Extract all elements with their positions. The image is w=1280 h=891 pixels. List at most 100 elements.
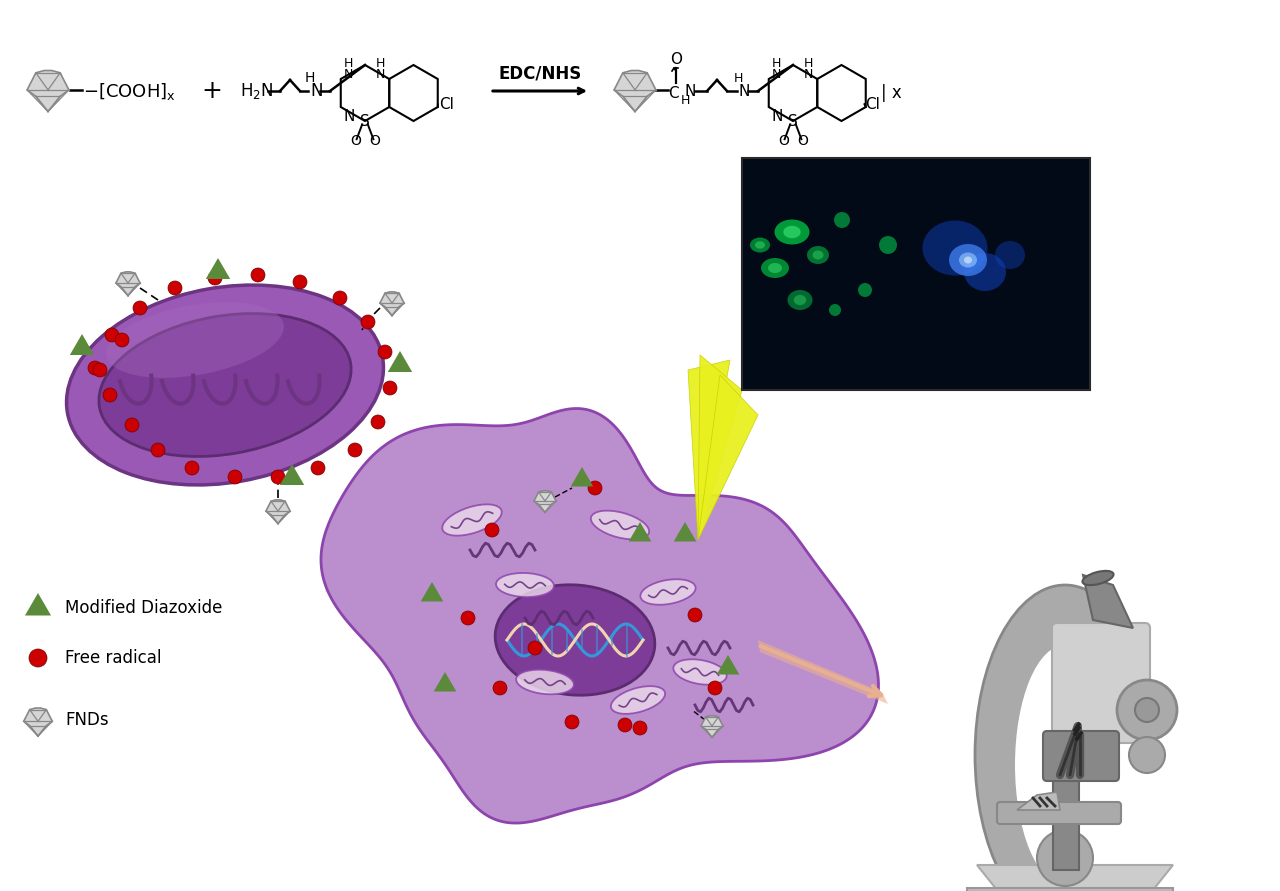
Text: $\mathdefault{-}$[COOH]$_{\mathdefault{x}}$: $\mathdefault{-}$[COOH]$_{\mathdefault{x… xyxy=(83,80,175,102)
Polygon shape xyxy=(24,708,52,736)
Ellipse shape xyxy=(1015,645,1115,885)
Ellipse shape xyxy=(106,302,284,378)
Circle shape xyxy=(133,301,147,315)
Circle shape xyxy=(634,721,646,735)
Text: H
N: H N xyxy=(343,57,353,81)
Text: +: + xyxy=(201,79,223,103)
Polygon shape xyxy=(758,640,888,704)
Circle shape xyxy=(879,236,897,254)
Circle shape xyxy=(1135,698,1158,722)
Circle shape xyxy=(207,271,221,285)
Circle shape xyxy=(311,461,325,475)
Circle shape xyxy=(293,275,307,289)
Circle shape xyxy=(1129,737,1165,773)
FancyBboxPatch shape xyxy=(1052,623,1149,743)
Circle shape xyxy=(102,388,116,402)
Text: H
N: H N xyxy=(376,57,385,81)
Text: O: O xyxy=(797,135,808,148)
Circle shape xyxy=(493,681,507,695)
Bar xyxy=(966,888,1172,891)
Ellipse shape xyxy=(806,246,829,264)
Text: O: O xyxy=(370,135,380,148)
Text: N: N xyxy=(344,110,356,125)
Ellipse shape xyxy=(750,238,771,252)
Bar xyxy=(1053,660,1079,870)
FancyBboxPatch shape xyxy=(997,802,1121,824)
Circle shape xyxy=(461,611,475,625)
Text: C: C xyxy=(668,86,678,101)
Ellipse shape xyxy=(443,504,502,535)
Circle shape xyxy=(708,681,722,695)
Polygon shape xyxy=(698,375,758,540)
Polygon shape xyxy=(434,672,456,691)
Polygon shape xyxy=(698,355,742,540)
Ellipse shape xyxy=(774,219,809,244)
Text: | x: | x xyxy=(882,84,902,102)
Text: N: N xyxy=(739,84,749,99)
Circle shape xyxy=(151,443,165,457)
Circle shape xyxy=(588,481,602,495)
Ellipse shape xyxy=(995,241,1025,269)
Ellipse shape xyxy=(516,670,573,694)
Circle shape xyxy=(228,470,242,484)
Polygon shape xyxy=(321,408,878,823)
Circle shape xyxy=(29,649,47,667)
Circle shape xyxy=(378,345,392,359)
Text: O: O xyxy=(778,135,788,148)
Polygon shape xyxy=(571,467,594,486)
Ellipse shape xyxy=(495,584,655,695)
Ellipse shape xyxy=(673,659,727,684)
Ellipse shape xyxy=(99,314,351,456)
Ellipse shape xyxy=(923,220,987,275)
Polygon shape xyxy=(206,258,230,279)
Text: Modified Diazoxide: Modified Diazoxide xyxy=(65,599,223,617)
Ellipse shape xyxy=(755,241,765,249)
Polygon shape xyxy=(280,464,305,485)
Ellipse shape xyxy=(640,579,695,605)
Circle shape xyxy=(1117,680,1178,740)
Ellipse shape xyxy=(787,290,813,310)
Ellipse shape xyxy=(783,225,801,238)
Polygon shape xyxy=(1018,792,1060,810)
Circle shape xyxy=(829,304,841,316)
Circle shape xyxy=(88,361,102,375)
Circle shape xyxy=(125,418,140,432)
Circle shape xyxy=(1037,830,1093,886)
Polygon shape xyxy=(421,582,443,601)
Polygon shape xyxy=(628,522,652,542)
Polygon shape xyxy=(24,593,51,616)
Circle shape xyxy=(251,268,265,282)
Polygon shape xyxy=(689,360,730,540)
Circle shape xyxy=(618,718,632,732)
Text: H: H xyxy=(733,71,742,85)
Text: H: H xyxy=(680,94,690,107)
Circle shape xyxy=(835,212,850,228)
Text: FNDs: FNDs xyxy=(65,711,109,729)
Text: N: N xyxy=(310,82,323,100)
Text: S: S xyxy=(360,113,370,128)
Polygon shape xyxy=(977,865,1172,890)
Polygon shape xyxy=(701,715,723,738)
Circle shape xyxy=(564,715,579,729)
Text: N: N xyxy=(772,110,783,125)
Polygon shape xyxy=(717,655,740,674)
Circle shape xyxy=(115,333,129,347)
Ellipse shape xyxy=(964,257,972,264)
Text: H
N: H N xyxy=(772,57,781,81)
Circle shape xyxy=(485,523,499,537)
Ellipse shape xyxy=(762,258,788,278)
Polygon shape xyxy=(116,272,140,296)
Circle shape xyxy=(333,291,347,305)
Circle shape xyxy=(93,363,108,377)
Text: Cl: Cl xyxy=(865,97,881,111)
Polygon shape xyxy=(27,70,69,111)
Polygon shape xyxy=(380,292,404,315)
Circle shape xyxy=(371,415,385,429)
Ellipse shape xyxy=(813,250,823,259)
Ellipse shape xyxy=(768,263,782,273)
Polygon shape xyxy=(534,491,556,512)
Text: H: H xyxy=(305,71,315,85)
Polygon shape xyxy=(1083,575,1133,628)
Ellipse shape xyxy=(591,511,649,539)
Circle shape xyxy=(271,470,285,484)
